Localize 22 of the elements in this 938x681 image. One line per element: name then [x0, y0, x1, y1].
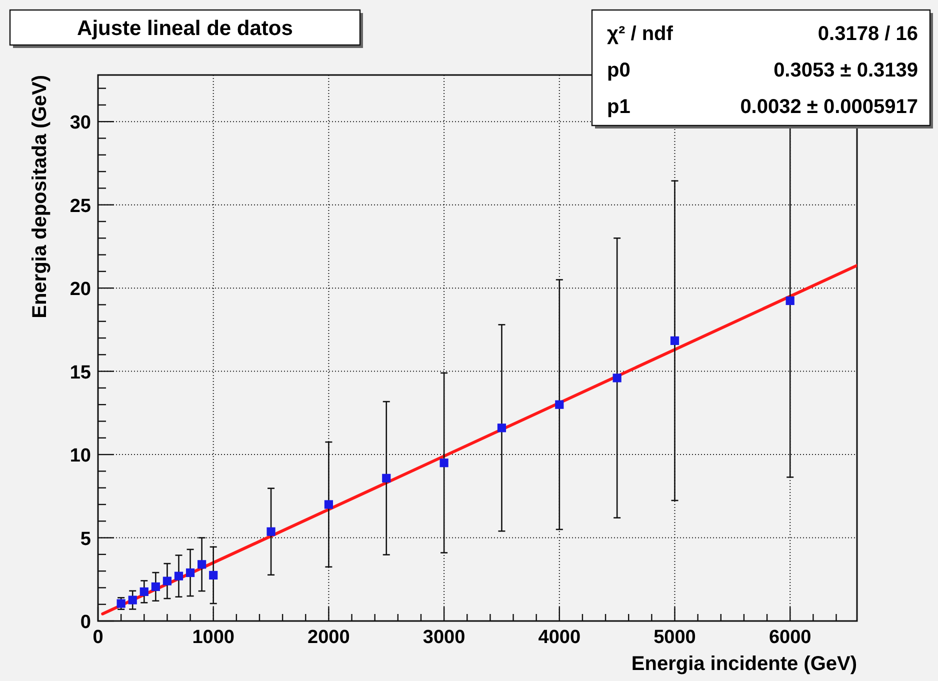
x-tick-label: 5000: [654, 627, 696, 648]
x-tick-label: 2000: [308, 627, 350, 648]
x-axis-title: Energia incidente (GeV): [631, 653, 857, 675]
annotation: p0: [607, 60, 630, 82]
x-tick-label: 4000: [538, 627, 581, 648]
y-tick-label: 20: [70, 279, 91, 300]
y-tick-label: 15: [70, 362, 92, 384]
y-tick-label: 30: [70, 112, 91, 134]
text: χ² / ndf: [607, 23, 674, 45]
y-axis-title: Energia depositada (GeV): [29, 75, 51, 318]
y-tick-label: 10: [70, 446, 91, 467]
text: 0.3178 / 16: [818, 23, 918, 45]
y-tick-label: 0: [80, 612, 91, 633]
x-tick-label: 6000: [768, 627, 812, 648]
x-tick-label: 3000: [422, 627, 466, 648]
annotation: 0.0032 ± 0.0005917: [740, 96, 918, 118]
annotation: p1: [607, 96, 630, 118]
y-tick-label: 5: [80, 528, 92, 550]
annotation: 0.3053 ± 0.3139: [774, 60, 918, 82]
x-tick-label: 1000: [192, 627, 234, 648]
y-tick-label: 25: [70, 196, 92, 217]
chart-title: Ajuste lineal de datos: [77, 17, 293, 40]
